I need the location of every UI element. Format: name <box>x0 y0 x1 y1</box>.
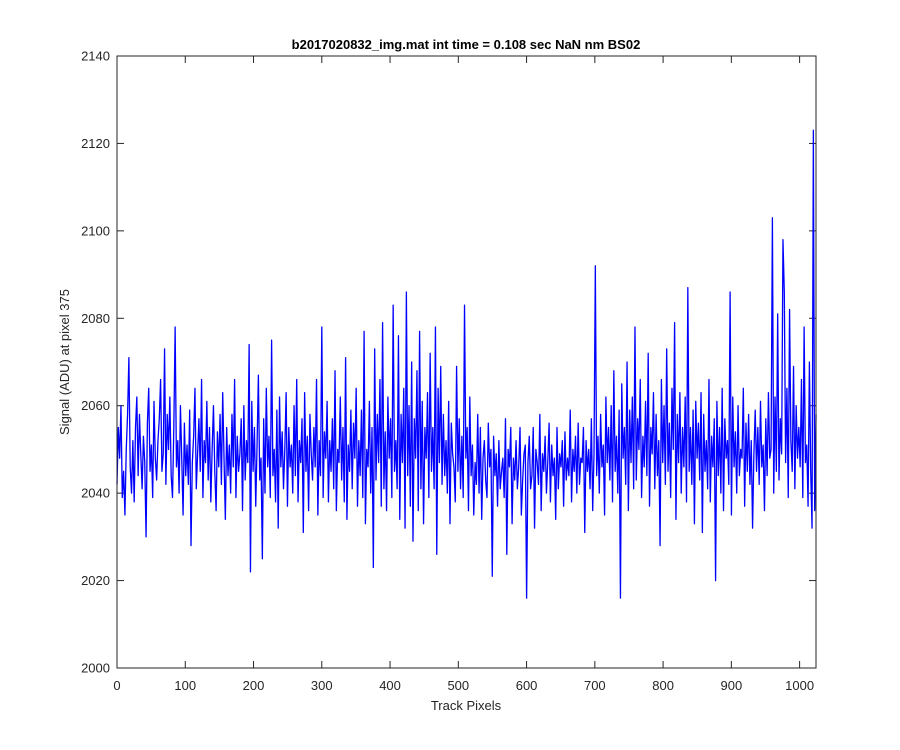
x-tick-label: 800 <box>652 678 674 693</box>
x-tick-label: 700 <box>584 678 606 693</box>
x-tick-label: 300 <box>311 678 333 693</box>
y-axis-label: Signal (ADU) at pixel 375 <box>57 289 72 435</box>
y-tick-label: 2020 <box>81 573 110 588</box>
x-tick-label: 200 <box>243 678 265 693</box>
y-tick-label: 2000 <box>81 661 110 676</box>
x-tick-label: 500 <box>447 678 469 693</box>
x-tick-label: 0 <box>113 678 120 693</box>
y-tick-label: 2100 <box>81 223 110 238</box>
x-tick-label: 400 <box>379 678 401 693</box>
x-tick-label: 600 <box>516 678 538 693</box>
series-group <box>116 129 817 599</box>
y-tick-label: 2040 <box>81 486 110 501</box>
x-axis-label: Track Pixels <box>431 698 502 713</box>
plot-area <box>117 56 816 668</box>
x-tick-label: 1000 <box>785 678 814 693</box>
y-tick-label: 2120 <box>81 136 110 151</box>
series-line-0 <box>116 129 817 599</box>
y-tick-label: 2060 <box>81 398 110 413</box>
y-tick-labels: 2000 2020 2040 2060 2080 2100 2120 2140 <box>81 49 110 676</box>
y-tick-label: 2140 <box>81 49 110 64</box>
x-tick-labels: 0 100 200 300 400 500 600 700 800 900 1000 <box>113 678 814 693</box>
x-tick-label: 100 <box>174 678 196 693</box>
chart-title: b2017020832_img.mat int time = 0.108 sec… <box>292 37 641 52</box>
axes-box <box>116 55 817 669</box>
y-tick-label: 2080 <box>81 311 110 326</box>
x-tick-label: 900 <box>721 678 743 693</box>
